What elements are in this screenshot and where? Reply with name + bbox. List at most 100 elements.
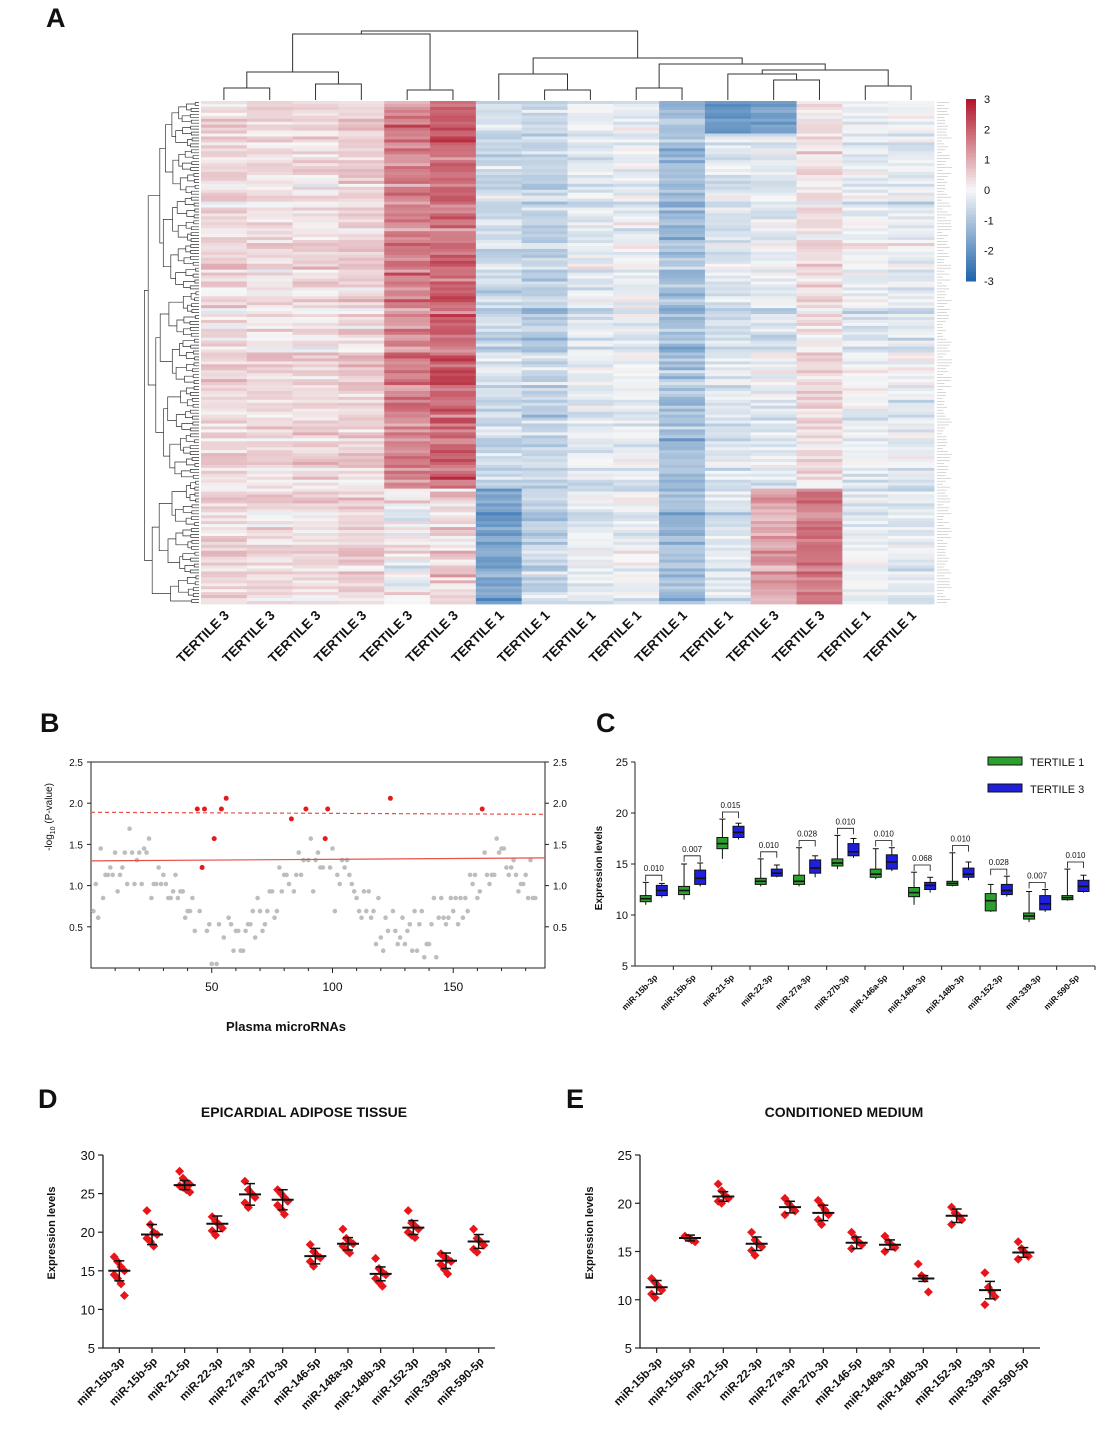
heatmap-cell (521, 414, 568, 418)
heatmap-cell (430, 538, 477, 543)
heatmap-cell (613, 314, 660, 318)
heatmap-cell (521, 476, 568, 481)
dendrogram-link (175, 366, 187, 380)
heatmap-cell (292, 269, 339, 274)
panel-d-ylabel: Expression levels (46, 1187, 58, 1280)
heatmap-cell (384, 163, 431, 167)
data-point-grey (422, 955, 427, 960)
heatmap-cell (475, 328, 523, 333)
heatmap-cell (567, 385, 614, 389)
heatmap-cell (750, 459, 797, 463)
heatmap-cell (475, 343, 523, 347)
heatmap-cell (842, 408, 889, 413)
heatmap-cell (475, 382, 523, 386)
y-tick-label: 15 (81, 1264, 95, 1279)
heatmap-cell (888, 101, 935, 105)
heatmap-cell (888, 464, 935, 469)
heatmap-cell (750, 322, 797, 327)
heatmap-cell (704, 243, 752, 247)
dendrogram-link (163, 408, 170, 457)
heatmap-cell (888, 402, 935, 407)
heatmap-cell (384, 571, 431, 575)
heatmap-cell (567, 314, 614, 318)
heatmap-cell (384, 601, 431, 605)
heatmap-cell (796, 299, 843, 303)
heatmap-cell (888, 506, 935, 510)
heatmap-cell (201, 296, 248, 300)
heatmap-cell (659, 470, 706, 475)
heatmap-cell (201, 562, 248, 566)
heatmap-cell (201, 544, 248, 549)
data-point-grey (216, 922, 222, 927)
heatmap-cell (888, 405, 935, 410)
heatmap-cell (613, 204, 660, 208)
dendrogram-link (190, 143, 199, 148)
heatmap-cell (567, 151, 614, 155)
heatmap-cell (430, 272, 477, 276)
heatmap-cell (246, 151, 294, 155)
heatmap-cell (613, 231, 660, 235)
heatmap-cell (842, 441, 889, 445)
heatmap-cell (796, 166, 843, 170)
heatmap-cell (430, 340, 477, 345)
heatmap-cell (384, 556, 431, 561)
heatmap-cell (201, 450, 248, 454)
dendrogram-link (191, 309, 199, 313)
heatmap-cell (613, 393, 660, 398)
heatmap-cell (475, 166, 523, 170)
heatmap-cell (430, 497, 477, 501)
heatmap-cell (521, 101, 568, 105)
heatmap-cell (338, 464, 385, 469)
heatmap-cell (384, 290, 431, 294)
heatmap-cell (613, 444, 660, 448)
heatmap-cell (201, 503, 248, 507)
heatmap-cell (246, 174, 294, 179)
heatmap-cell (384, 260, 431, 265)
heatmap-cell (475, 340, 523, 345)
heatmap-cell (384, 408, 431, 413)
heatmap-cell (338, 115, 385, 120)
dendrogram-link (159, 147, 166, 244)
heatmap-cell (750, 367, 797, 371)
heatmap-cell (659, 251, 706, 256)
heatmap-cell (201, 470, 248, 475)
heatmap-cell (430, 459, 477, 463)
heatmap-cell (613, 453, 660, 457)
heatmap-cell (292, 370, 339, 374)
heatmap-cell (796, 538, 843, 543)
data-point-grey (397, 935, 403, 940)
heatmap-cell (384, 284, 431, 288)
heatmap-cell (888, 127, 935, 131)
heatmap-cell (613, 512, 660, 516)
heatmap-cell (842, 414, 889, 418)
heatmap-cell (659, 163, 706, 167)
dendrogram-link (192, 415, 199, 420)
heatmap-cell (613, 325, 660, 330)
heatmap-cell (613, 133, 660, 137)
heatmap-cell (567, 592, 614, 596)
heatmap-cell (704, 109, 752, 114)
heatmap-cell (842, 503, 889, 507)
heatmap-cell (888, 201, 935, 205)
heatmap-cell (475, 476, 523, 481)
heatmap-cell (888, 314, 935, 318)
heatmap-cell (430, 325, 477, 330)
heatmap-cell (704, 287, 752, 291)
data-point (980, 1268, 990, 1278)
heatmap-cell (659, 532, 706, 537)
heatmap-cell (888, 349, 935, 353)
heatmap-cell (613, 547, 660, 552)
heatmap-cell (246, 112, 294, 117)
dendrogram-link (178, 579, 189, 593)
heatmap-cells (201, 101, 935, 605)
heatmap-cell (292, 101, 339, 105)
heatmap-cell (384, 263, 431, 268)
heatmap-cell (613, 121, 660, 126)
data-point-grey (221, 935, 227, 940)
heatmap-cell (338, 453, 385, 457)
heatmap-cell (201, 189, 248, 194)
data-point-grey (100, 895, 106, 901)
heatmap-cell (888, 530, 935, 534)
heatmap-cell (659, 485, 706, 490)
heatmap-cell (475, 601, 523, 605)
